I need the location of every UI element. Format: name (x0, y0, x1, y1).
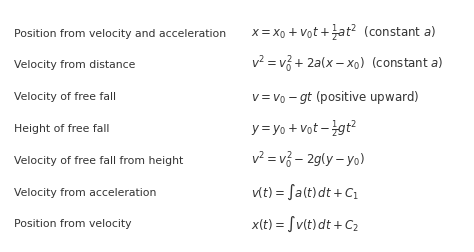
Text: Velocity of free fall: Velocity of free fall (14, 92, 116, 102)
Text: $y = y_0 + v_0 t - \frac{1}{2}gt^2$: $y = y_0 + v_0 t - \frac{1}{2}gt^2$ (251, 118, 357, 139)
Text: $v(t) = \int a(t)\,dt + C_1$: $v(t) = \int a(t)\,dt + C_1$ (251, 182, 359, 202)
Text: Position from velocity: Position from velocity (14, 218, 132, 229)
Text: $x = x_0 + v_0 t + \frac{1}{2}at^2$  (constant $a$): $x = x_0 + v_0 t + \frac{1}{2}at^2$ (con… (251, 23, 436, 44)
Text: $x(t) = \int v(t)\,dt + C_2$: $x(t) = \int v(t)\,dt + C_2$ (251, 214, 359, 233)
Text: $v^2 = v_0^2 + 2a(x - x_0)$  (constant $a$): $v^2 = v_0^2 + 2a(x - x_0)$ (constant $a… (251, 55, 444, 75)
Text: Height of free fall: Height of free fall (14, 123, 109, 134)
Text: $v^2 = v_0^2 - 2g(y - y_0)$: $v^2 = v_0^2 - 2g(y - y_0)$ (251, 150, 365, 170)
Text: Velocity of free fall from height: Velocity of free fall from height (14, 155, 183, 165)
Text: Velocity from distance: Velocity from distance (14, 60, 136, 70)
Text: $v = v_0 - gt$ (positive upward): $v = v_0 - gt$ (positive upward) (251, 88, 419, 105)
Text: Position from velocity and acceleration: Position from velocity and acceleration (14, 28, 227, 39)
Text: Velocity from acceleration: Velocity from acceleration (14, 187, 156, 197)
